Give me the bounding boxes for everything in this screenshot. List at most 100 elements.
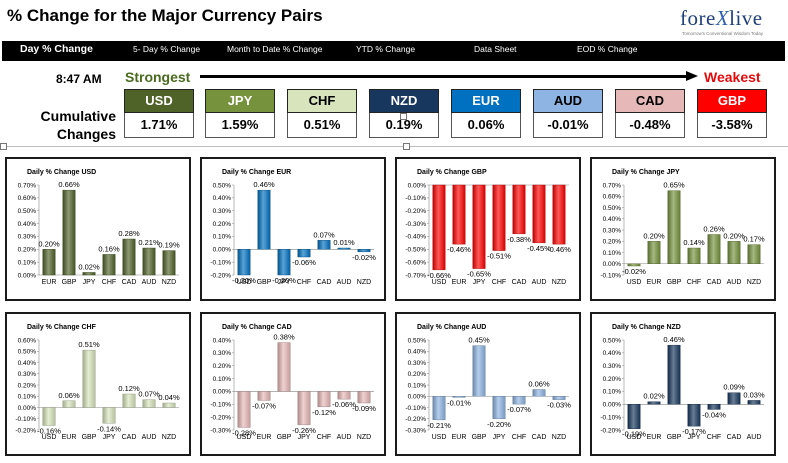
bar[interactable] xyxy=(512,396,526,405)
bar[interactable] xyxy=(687,247,701,264)
bar[interactable] xyxy=(257,189,271,250)
chart-panel-chf[interactable]: Daily % Change CHF -0.20% -0.10% 0.00% 0.10%… xyxy=(5,312,191,456)
bar[interactable] xyxy=(277,249,291,276)
rotate-handle[interactable] xyxy=(400,113,407,120)
tab-ytd-change[interactable]: YTD % Change xyxy=(356,44,416,54)
bar[interactable] xyxy=(707,234,721,264)
chart-panel-nzd[interactable]: Daily % Change NZD -0.20% -0.10% 0.00% 0.10%… xyxy=(590,312,776,456)
bar[interactable] xyxy=(687,404,701,427)
currency-card-chf[interactable]: CHF 0.51% xyxy=(287,89,357,138)
y-tick-label: -0.10% xyxy=(600,272,621,279)
data-label: -0.07% xyxy=(507,405,531,414)
currency-card-nzd[interactable]: NZD 0.19% xyxy=(369,89,439,138)
strength-arrow-line xyxy=(200,75,688,78)
bar[interactable] xyxy=(432,396,446,421)
bar[interactable] xyxy=(142,399,156,408)
bar[interactable] xyxy=(297,249,311,258)
bar[interactable] xyxy=(317,391,331,408)
bar[interactable] xyxy=(122,393,136,408)
category-label: CHF xyxy=(102,279,116,286)
bar[interactable] xyxy=(42,407,56,426)
currency-card-cad[interactable]: CAD -0.48% xyxy=(615,89,685,138)
bar[interactable] xyxy=(62,400,76,408)
bar[interactable] xyxy=(667,344,681,405)
bar[interactable] xyxy=(162,402,176,408)
bar[interactable] xyxy=(532,389,546,397)
bar[interactable] xyxy=(452,396,466,398)
currency-card-gbp[interactable]: GBP -3.58% xyxy=(697,89,767,138)
bar[interactable] xyxy=(627,263,641,267)
bar[interactable] xyxy=(257,391,271,401)
bar[interactable] xyxy=(667,190,681,264)
bar[interactable] xyxy=(102,407,116,424)
y-tick-label: -0.10% xyxy=(405,405,426,412)
currency-card-jpy[interactable]: JPY 1.59% xyxy=(205,89,275,138)
category-label: AUD xyxy=(532,279,547,286)
bar[interactable] xyxy=(472,345,486,397)
bar[interactable] xyxy=(357,391,371,404)
currency-card-eur[interactable]: EUR 0.06% xyxy=(451,89,521,138)
bar[interactable] xyxy=(277,342,291,392)
bar[interactable] xyxy=(512,184,526,235)
bar[interactable] xyxy=(317,240,331,250)
tab-day-change[interactable]: Day % Change xyxy=(20,43,93,55)
y-tick-label: 0.40% xyxy=(603,216,622,223)
bar[interactable] xyxy=(532,184,546,244)
bar[interactable] xyxy=(237,391,251,428)
bar[interactable] xyxy=(102,254,116,276)
chart-panel-aud[interactable]: Daily % Change AUD -0.30% -0.20% -0.10% 0.00… xyxy=(395,312,581,456)
tab-5-day-change[interactable]: 5- Day % Change xyxy=(133,44,201,54)
bar[interactable] xyxy=(357,249,371,253)
chart-panel-usd[interactable]: Daily % Change USD 0.00% 0.10% 0.20% 0.30% 0.… xyxy=(5,157,191,301)
bar[interactable] xyxy=(472,184,486,269)
bar[interactable] xyxy=(42,249,56,276)
bar[interactable] xyxy=(747,400,761,405)
currency-card-aud[interactable]: AUD -0.01% xyxy=(533,89,603,138)
tab-eod-change[interactable]: EOD % Change xyxy=(577,44,638,54)
bar[interactable] xyxy=(122,238,136,276)
data-label: -0.21% xyxy=(427,421,451,430)
forexlive-logo[interactable]: foreXlive xyxy=(680,6,763,31)
y-tick-label: 0.60% xyxy=(18,195,37,202)
bar[interactable] xyxy=(492,184,506,251)
logo-suffix: live xyxy=(729,6,763,30)
selection-handle[interactable] xyxy=(0,143,7,150)
data-label: 0.51% xyxy=(78,340,100,349)
bar[interactable] xyxy=(432,184,446,271)
y-tick-label: 0.50% xyxy=(603,205,622,212)
tab-data-sheet[interactable]: Data Sheet xyxy=(474,44,517,54)
bar[interactable] xyxy=(727,241,741,264)
bar[interactable] xyxy=(162,250,176,276)
bar[interactable] xyxy=(337,247,351,250)
bar[interactable] xyxy=(142,247,156,276)
category-label: AUD xyxy=(337,434,352,441)
bar[interactable] xyxy=(452,184,466,245)
currency-card-usd[interactable]: USD 1.71% xyxy=(124,89,194,138)
tab-month-to-date-change[interactable]: Month to Date % Change xyxy=(227,44,323,54)
bar[interactable] xyxy=(552,184,566,245)
chart-panel-gbp[interactable]: Daily % Change GBP -0.70% -0.60% -0.50% -0.4… xyxy=(395,157,581,301)
chart-panel-jpy[interactable]: Daily % Change JPY -0.10% 0.00% 0.10% 0.20% 0… xyxy=(590,157,776,301)
chart-title: Daily % Change EUR xyxy=(222,169,291,176)
bar[interactable] xyxy=(237,249,251,276)
bar[interactable] xyxy=(62,189,76,276)
bar[interactable] xyxy=(727,392,741,405)
chart-panel-eur[interactable]: Daily % Change EUR -0.20% -0.10% 0.00% 0.10%… xyxy=(200,157,386,301)
bar[interactable] xyxy=(552,396,566,400)
bar[interactable] xyxy=(492,396,506,419)
bar[interactable] xyxy=(647,241,661,264)
y-tick-label: 0.00% xyxy=(213,247,232,254)
bar[interactable] xyxy=(82,272,96,276)
selection-handle[interactable] xyxy=(403,143,410,150)
bar[interactable] xyxy=(82,349,96,408)
y-tick-label: 0.20% xyxy=(408,371,427,378)
bar[interactable] xyxy=(747,244,761,264)
bar[interactable] xyxy=(337,391,351,400)
bar[interactable] xyxy=(297,391,311,426)
y-tick-label: 0.20% xyxy=(603,376,622,383)
data-label: -0.20% xyxy=(487,420,511,429)
bar[interactable] xyxy=(707,404,721,410)
bar[interactable] xyxy=(627,404,641,429)
chart-panel-cad[interactable]: Daily % Change CAD -0.30% -0.20% -0.10% 0.00… xyxy=(200,312,386,456)
bar[interactable] xyxy=(647,401,661,405)
